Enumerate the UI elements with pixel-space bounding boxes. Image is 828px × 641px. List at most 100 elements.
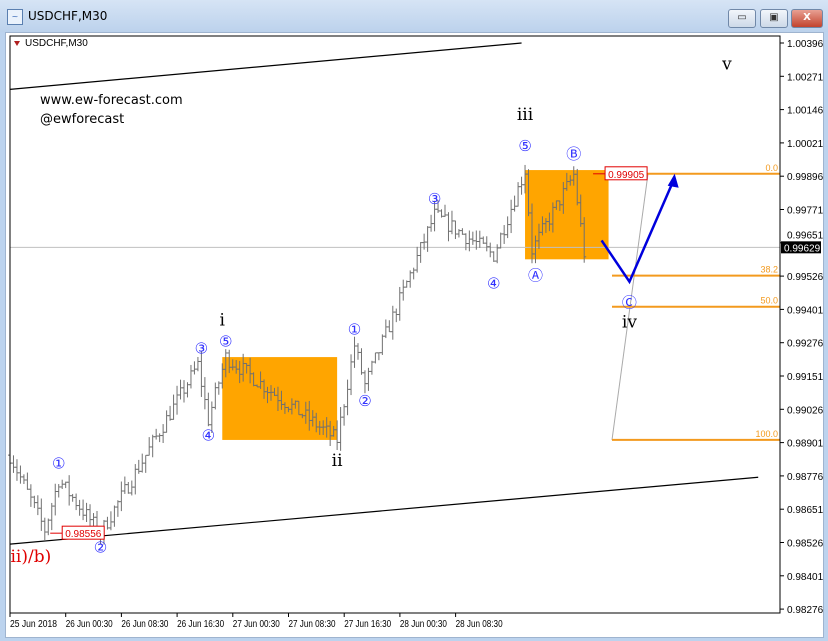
price-bar xyxy=(157,433,162,443)
price-bar xyxy=(369,360,374,375)
wave-label-roman: iv xyxy=(622,313,637,333)
wave-label-roman: ii xyxy=(332,451,343,471)
price-bar xyxy=(216,381,221,395)
price-bar xyxy=(418,242,423,263)
price-bar xyxy=(140,453,145,473)
price-bar xyxy=(32,495,37,509)
price-bar xyxy=(178,379,183,400)
price-bar xyxy=(84,502,89,522)
price-bar xyxy=(481,236,486,244)
price-bar xyxy=(408,270,413,288)
price-bar xyxy=(81,499,86,521)
wave-label-circled: Ⓑ xyxy=(566,145,581,163)
axes: 1.00396 1.00271 1.00146 1.00021 0.99896 0.997… xyxy=(9,39,824,630)
price-bar xyxy=(133,464,138,495)
price-bar xyxy=(342,404,347,426)
y-tick-label: 0.99026 xyxy=(787,405,824,416)
price-bar xyxy=(502,225,507,244)
y-tick-label: 0.99401 xyxy=(787,305,824,316)
price-bar xyxy=(349,354,354,396)
price-bar xyxy=(446,212,451,242)
wave-label-circled: ④ xyxy=(487,275,500,293)
price-bar xyxy=(164,410,169,433)
price-bar xyxy=(11,455,16,473)
price-bar xyxy=(477,230,482,248)
x-tick-label: 25 Jun 2018 xyxy=(10,619,57,630)
price-bar xyxy=(88,504,93,527)
fib-level-label: 50.0 xyxy=(760,296,778,306)
price-bar xyxy=(453,220,458,240)
y-tick-label: 1.00271 xyxy=(787,72,824,83)
price-bar xyxy=(192,361,197,375)
price-bar xyxy=(56,484,61,498)
chart-symbol-label: USDCHF,M30 xyxy=(25,38,88,49)
price-bar xyxy=(380,334,385,355)
y-tick-label: 0.99651 xyxy=(787,230,824,241)
price-bar xyxy=(108,511,113,531)
trendline xyxy=(9,476,759,545)
analysis-lines: 0.0 38.2 50.0 100.0 xyxy=(9,42,780,545)
y-tick-label: 0.98651 xyxy=(787,505,824,516)
price-bar xyxy=(397,286,402,321)
price-bar xyxy=(345,379,350,416)
price-bar xyxy=(74,493,79,511)
y-tick-label: 1.00396 xyxy=(787,39,824,50)
price-bar xyxy=(359,348,364,375)
price-bar xyxy=(77,499,82,516)
price-bar xyxy=(338,406,343,451)
wave-label-circled: ⑤ xyxy=(219,333,232,351)
y-tick-label: 0.98776 xyxy=(787,472,824,483)
wave-label-circled: ⑤ xyxy=(518,137,531,155)
price-label: 0.98556 xyxy=(65,529,102,540)
window-title: USDCHF,M30 xyxy=(28,9,108,23)
highlight-boxes xyxy=(222,170,609,440)
price-bar xyxy=(425,226,430,252)
wave-label-circled: ① xyxy=(52,454,65,472)
wave-label-roman: i xyxy=(220,310,226,330)
restore-button[interactable]: ▣ xyxy=(760,9,788,28)
watermark-site: www.ew-forecast.com xyxy=(40,93,183,108)
wave-label-circled: ③ xyxy=(428,190,441,208)
wave-label-circled: ② xyxy=(358,392,371,410)
price-bar xyxy=(39,498,44,531)
plot-frame xyxy=(9,35,781,614)
price-bar xyxy=(143,454,148,473)
price-bar xyxy=(154,428,159,440)
price-bar xyxy=(362,370,367,394)
y-tick-label: 0.99151 xyxy=(787,372,824,383)
title-bar: ~ USDCHF,M30 ▭ ▣ X xyxy=(0,0,828,32)
y-tick-label: 1.00146 xyxy=(787,106,824,117)
chart-client-area xyxy=(5,32,824,638)
price-bar xyxy=(404,280,409,288)
wave-label-circled: ② xyxy=(94,538,107,556)
price-bar xyxy=(373,352,378,364)
price-bar xyxy=(460,228,465,235)
price-bar xyxy=(213,382,218,410)
price-bar xyxy=(42,517,47,541)
price-bar xyxy=(53,483,58,516)
minimize-button[interactable]: ▭ xyxy=(728,9,756,28)
wave-label-circled: ③ xyxy=(195,339,208,357)
close-button[interactable]: X xyxy=(791,9,823,28)
price-bar xyxy=(105,516,110,530)
price-bar xyxy=(199,350,204,397)
price-bar xyxy=(429,214,434,232)
wave-label-circled: ④ xyxy=(202,427,215,445)
price-bar xyxy=(488,242,493,258)
price-bar xyxy=(415,246,420,273)
price-bar xyxy=(60,479,65,490)
price-bar xyxy=(202,377,207,410)
price-bar xyxy=(467,230,472,252)
dropdown-triangle-icon[interactable] xyxy=(14,41,20,46)
wave-label-circled: ① xyxy=(348,321,361,339)
y-tick-label: 0.99896 xyxy=(787,172,824,183)
price-bar xyxy=(401,279,406,301)
price-bar xyxy=(456,229,461,238)
price-bar xyxy=(136,459,141,474)
fib-level-label: 100.0 xyxy=(755,429,778,439)
price-bar xyxy=(171,394,176,420)
price-label: 0.99905 xyxy=(608,170,645,181)
wave-label-circled: Ⓒ xyxy=(622,293,637,311)
price-bar xyxy=(383,319,388,339)
